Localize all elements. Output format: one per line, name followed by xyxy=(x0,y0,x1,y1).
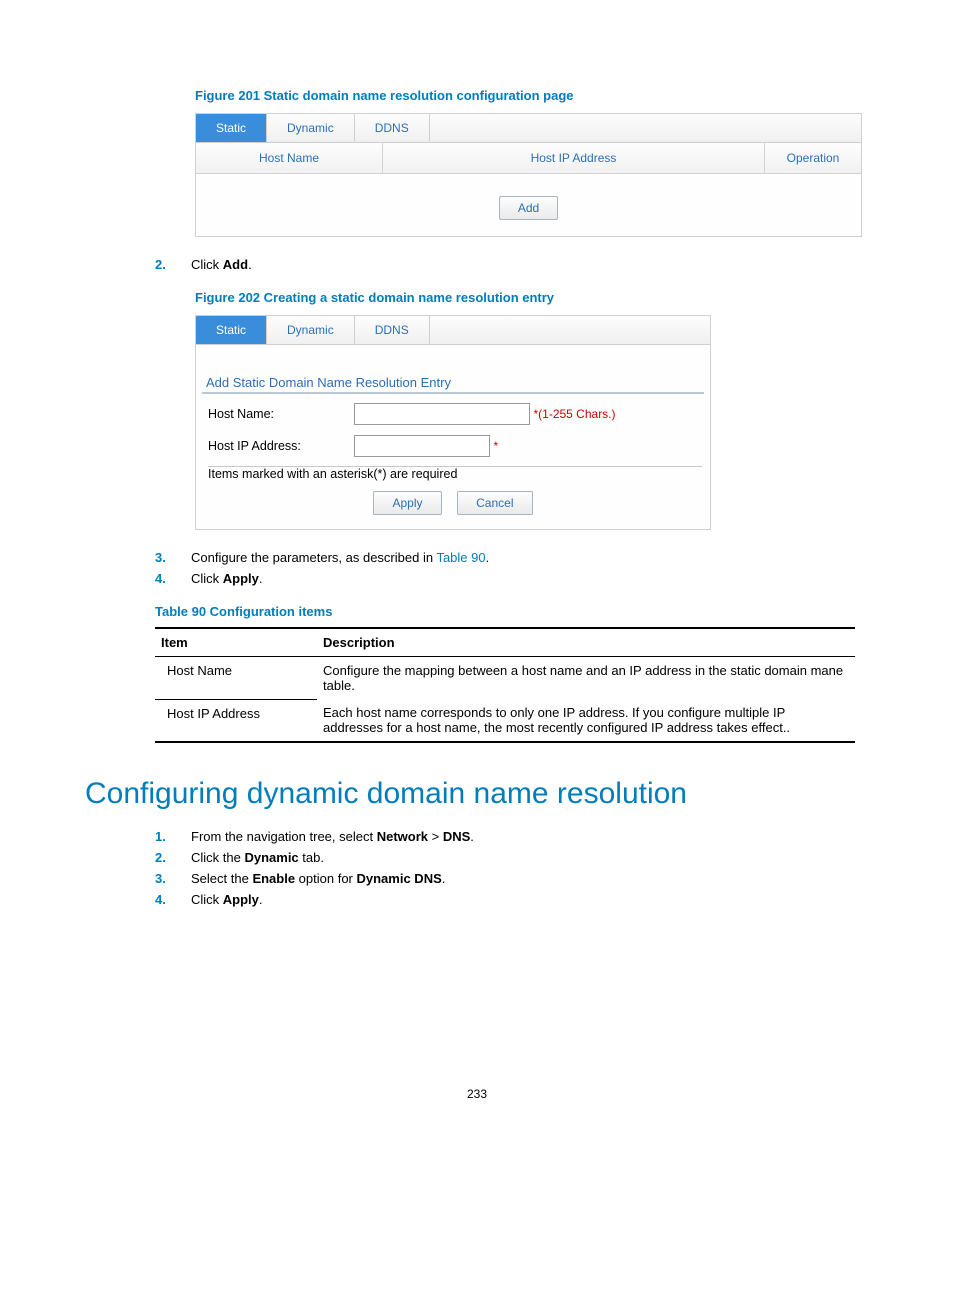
table90-link[interactable]: Table 90 xyxy=(436,550,485,565)
ip-hint: * xyxy=(493,439,498,453)
col-operation: Operation xyxy=(765,143,861,173)
th-item: Item xyxy=(155,628,317,657)
row0-item: Host Name xyxy=(155,657,317,700)
required-note: Items marked with an asterisk(*) are req… xyxy=(208,467,457,481)
step-2-number: 2. xyxy=(155,257,166,272)
row0-desc: Configure the mapping between a host nam… xyxy=(317,657,855,700)
dyn-step-3-num: 3. xyxy=(155,871,166,886)
step-2-text-suffix: . xyxy=(248,257,252,272)
figure201-panel: Static Dynamic DDNS Host Name Host IP Ad… xyxy=(195,113,862,237)
tab-ddns[interactable]: DDNS xyxy=(355,114,430,142)
step-3: 3. Configure the parameters, as describe… xyxy=(155,550,869,565)
step-2-bold: Add xyxy=(223,257,248,272)
step-4-prefix: Click xyxy=(191,571,223,586)
dyn-step-2: 2. Click the Dynamic tab. xyxy=(155,850,869,865)
form-table: Host Name: *(1-255 Chars.) Host IP Addre… xyxy=(196,398,710,481)
tab-row-202: Static Dynamic DDNS xyxy=(196,316,710,345)
dyn-step-4-num: 4. xyxy=(155,892,166,907)
step-4: 4. Click Apply. xyxy=(155,571,869,586)
dyn-step-1-num: 1. xyxy=(155,829,166,844)
dyn-step-2-p0: Click the xyxy=(191,850,244,865)
tab-dynamic-202[interactable]: Dynamic xyxy=(267,316,355,344)
step-4-bold: Apply xyxy=(223,571,259,586)
th-desc: Description xyxy=(317,628,855,657)
form-title: Add Static Domain Name Resolution Entry xyxy=(206,375,710,390)
dyn-step-2-p1: Dynamic xyxy=(244,850,298,865)
dyn-step-3: 3. Select the Enable option for Dynamic … xyxy=(155,871,869,886)
tab-row-201: Static Dynamic DDNS xyxy=(196,114,861,143)
dyn-step-4: 4. Click Apply. xyxy=(155,892,869,907)
dyn-step-3-p2: option for xyxy=(295,871,356,886)
table90: Item Description Host Name Configure the… xyxy=(155,627,855,743)
dyn-step-2-num: 2. xyxy=(155,850,166,865)
step-2-text-prefix: Click xyxy=(191,257,223,272)
hostname-input[interactable] xyxy=(354,403,530,425)
table90-caption: Table 90 Configuration items xyxy=(155,604,869,619)
dyn-step-4-p0: Click xyxy=(191,892,223,907)
dyn-step-1-p4: . xyxy=(470,829,474,844)
table-header-row: Host Name Host IP Address Operation xyxy=(196,143,861,174)
cancel-button[interactable]: Cancel xyxy=(457,491,532,515)
dynamic-steps: 1. From the navigation tree, select Netw… xyxy=(155,829,869,907)
step-4-number: 4. xyxy=(155,571,166,586)
add-button[interactable]: Add xyxy=(499,196,558,220)
dyn-step-1-p2: > xyxy=(428,829,443,844)
dyn-step-4-p2: . xyxy=(259,892,263,907)
row1-item: Host IP Address xyxy=(155,699,317,742)
tab-dynamic[interactable]: Dynamic xyxy=(267,114,355,142)
figure202-caption: Figure 202 Creating a static domain name… xyxy=(195,290,869,305)
tab-static-202[interactable]: Static xyxy=(196,316,267,344)
page-number: 233 xyxy=(85,1087,869,1101)
hostname-label: Host Name: xyxy=(196,398,346,430)
apply-button[interactable]: Apply xyxy=(373,491,441,515)
ip-label: Host IP Address: xyxy=(196,430,346,462)
ip-input[interactable] xyxy=(354,435,490,457)
dyn-step-3-p4: . xyxy=(442,871,446,886)
dyn-step-1-p1: Network xyxy=(377,829,428,844)
hostname-hint: *(1-255 Chars.) xyxy=(533,407,615,421)
step-3-suffix: . xyxy=(486,550,490,565)
form-divider xyxy=(202,392,704,394)
dyn-step-1: 1. From the navigation tree, select Netw… xyxy=(155,829,869,844)
dyn-step-3-p1: Enable xyxy=(252,871,295,886)
tab-ddns-202[interactable]: DDNS xyxy=(355,316,430,344)
section-heading: Configuring dynamic domain name resoluti… xyxy=(85,777,869,811)
figure201-caption: Figure 201 Static domain name resolution… xyxy=(195,88,869,103)
dyn-step-2-p2: tab. xyxy=(299,850,324,865)
col-hostname: Host Name xyxy=(196,143,383,173)
figure202-panel: Static Dynamic DDNS Add Static Domain Na… xyxy=(195,315,711,530)
dyn-step-1-p0: From the navigation tree, select xyxy=(191,829,377,844)
step-3-prefix: Configure the parameters, as described i… xyxy=(191,550,436,565)
dyn-step-1-p3: DNS xyxy=(443,829,470,844)
tab-static[interactable]: Static xyxy=(196,114,267,142)
dyn-step-4-p1: Apply xyxy=(223,892,259,907)
dyn-step-3-p3: Dynamic DNS xyxy=(357,871,442,886)
col-ip: Host IP Address xyxy=(383,143,765,173)
step-2: 2. Click Add. xyxy=(155,257,869,272)
step-4-suffix: . xyxy=(259,571,263,586)
step-3-number: 3. xyxy=(155,550,166,565)
dyn-step-3-p0: Select the xyxy=(191,871,252,886)
row1-desc: Each host name corresponds to only one I… xyxy=(317,699,855,742)
